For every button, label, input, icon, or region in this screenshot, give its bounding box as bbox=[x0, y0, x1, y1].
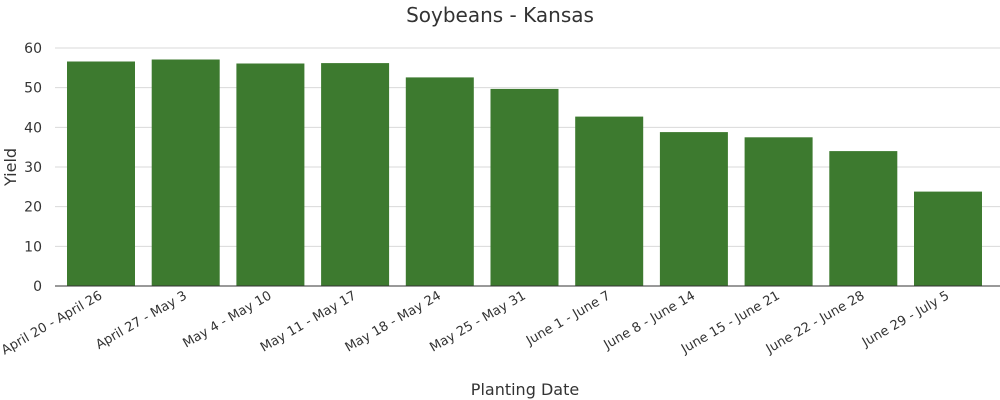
y-tick-label: 20 bbox=[24, 200, 42, 216]
chart-title: Soybeans - Kansas bbox=[406, 3, 594, 27]
bar bbox=[321, 63, 390, 286]
bar bbox=[659, 132, 728, 286]
x-axis-title: Planting Date bbox=[471, 380, 579, 399]
bar bbox=[744, 137, 813, 287]
y-tick-label: 30 bbox=[24, 160, 42, 176]
bar-series bbox=[67, 59, 982, 287]
y-tick-label: 0 bbox=[33, 279, 42, 295]
y-axis-ticks: 0 10 20 30 40 50 60 bbox=[24, 41, 42, 295]
bar bbox=[490, 88, 559, 287]
y-tick-label: 40 bbox=[24, 120, 42, 136]
bar bbox=[829, 151, 898, 286]
x-tick-label: May 25 - May 31 bbox=[427, 288, 528, 355]
x-tick-label: April 27 - May 3 bbox=[93, 288, 189, 352]
y-tick-label: 50 bbox=[24, 81, 42, 97]
bar bbox=[151, 59, 220, 286]
y-tick-label: 10 bbox=[24, 239, 42, 255]
bar bbox=[405, 77, 474, 287]
bar bbox=[914, 191, 982, 286]
bar bbox=[236, 63, 305, 286]
y-tick-label: 60 bbox=[24, 41, 42, 57]
bar bbox=[575, 116, 644, 286]
x-tick-label: April 20 - April 26 bbox=[0, 288, 105, 358]
x-tick-label: June 29 - July 5 bbox=[859, 288, 952, 350]
x-tick-label: June 1 - June 7 bbox=[523, 288, 613, 349]
y-axis-title: Yield bbox=[1, 148, 20, 187]
bar bbox=[67, 61, 135, 286]
